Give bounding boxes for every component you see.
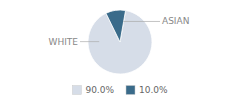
legend-label: 10.0% [139, 85, 168, 95]
pie-slice [88, 10, 152, 74]
legend-label: 90.0% [85, 85, 114, 95]
slice-labels: WHITE ASIAN [48, 16, 189, 46]
pie-slice [106, 10, 126, 42]
pie [88, 10, 152, 74]
leader-line [80, 41, 99, 42]
slice-label: ASIAN [162, 16, 189, 26]
slice-label: WHITE [48, 37, 78, 47]
legend-swatch [72, 86, 81, 95]
leader-line [123, 21, 160, 22]
legend: 90.0% 10.0% [72, 85, 168, 95]
legend-swatch [126, 86, 135, 95]
chart: WHITE ASIAN 90.0% 10.0% [0, 0, 240, 100]
